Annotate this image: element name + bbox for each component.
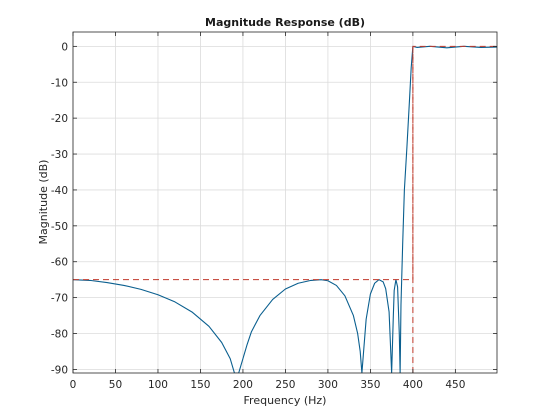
chart-title: Magnitude Response (dB)	[205, 16, 365, 29]
y-tick-label: -60	[51, 257, 68, 269]
x-tick-label: 350	[360, 379, 380, 391]
y-tick-label: -40	[51, 185, 68, 197]
x-tick-label: 50	[109, 379, 122, 391]
y-tick-label: -30	[51, 149, 68, 161]
ticks-layer: 0 50 100 150 200 250 300 350 400 450 0 -10 -20 -30 -40…	[51, 32, 497, 391]
y-tick-label: -80	[51, 329, 68, 341]
y-tick-label: -90	[51, 364, 68, 376]
x-tick-label: 200	[233, 379, 253, 391]
series-layer	[73, 45, 497, 373]
plot-frame	[72, 31, 498, 374]
x-tick-label: 100	[148, 379, 168, 391]
plot-area	[73, 32, 497, 373]
x-axis-label: Frequency (Hz)	[244, 394, 327, 407]
x-tick-label: 450	[445, 379, 465, 391]
x-tick-label: 250	[275, 379, 295, 391]
mask-line	[73, 45, 497, 281]
y-tick-label: -20	[51, 113, 68, 125]
x-tick-label: 300	[318, 379, 338, 391]
x-tick-label: 150	[190, 379, 210, 391]
y-axis-label: Magnitude (dB)	[37, 160, 50, 245]
y-tick-label: 0	[61, 41, 68, 53]
x-tick-label: 0	[70, 379, 77, 391]
grid-lines	[72, 32, 497, 373]
y-tick-label: -50	[51, 221, 68, 233]
response-line	[73, 45, 497, 373]
x-tick-label: 400	[403, 379, 423, 391]
y-tick-label: -10	[51, 77, 68, 89]
y-tick-label: -70	[51, 293, 68, 305]
